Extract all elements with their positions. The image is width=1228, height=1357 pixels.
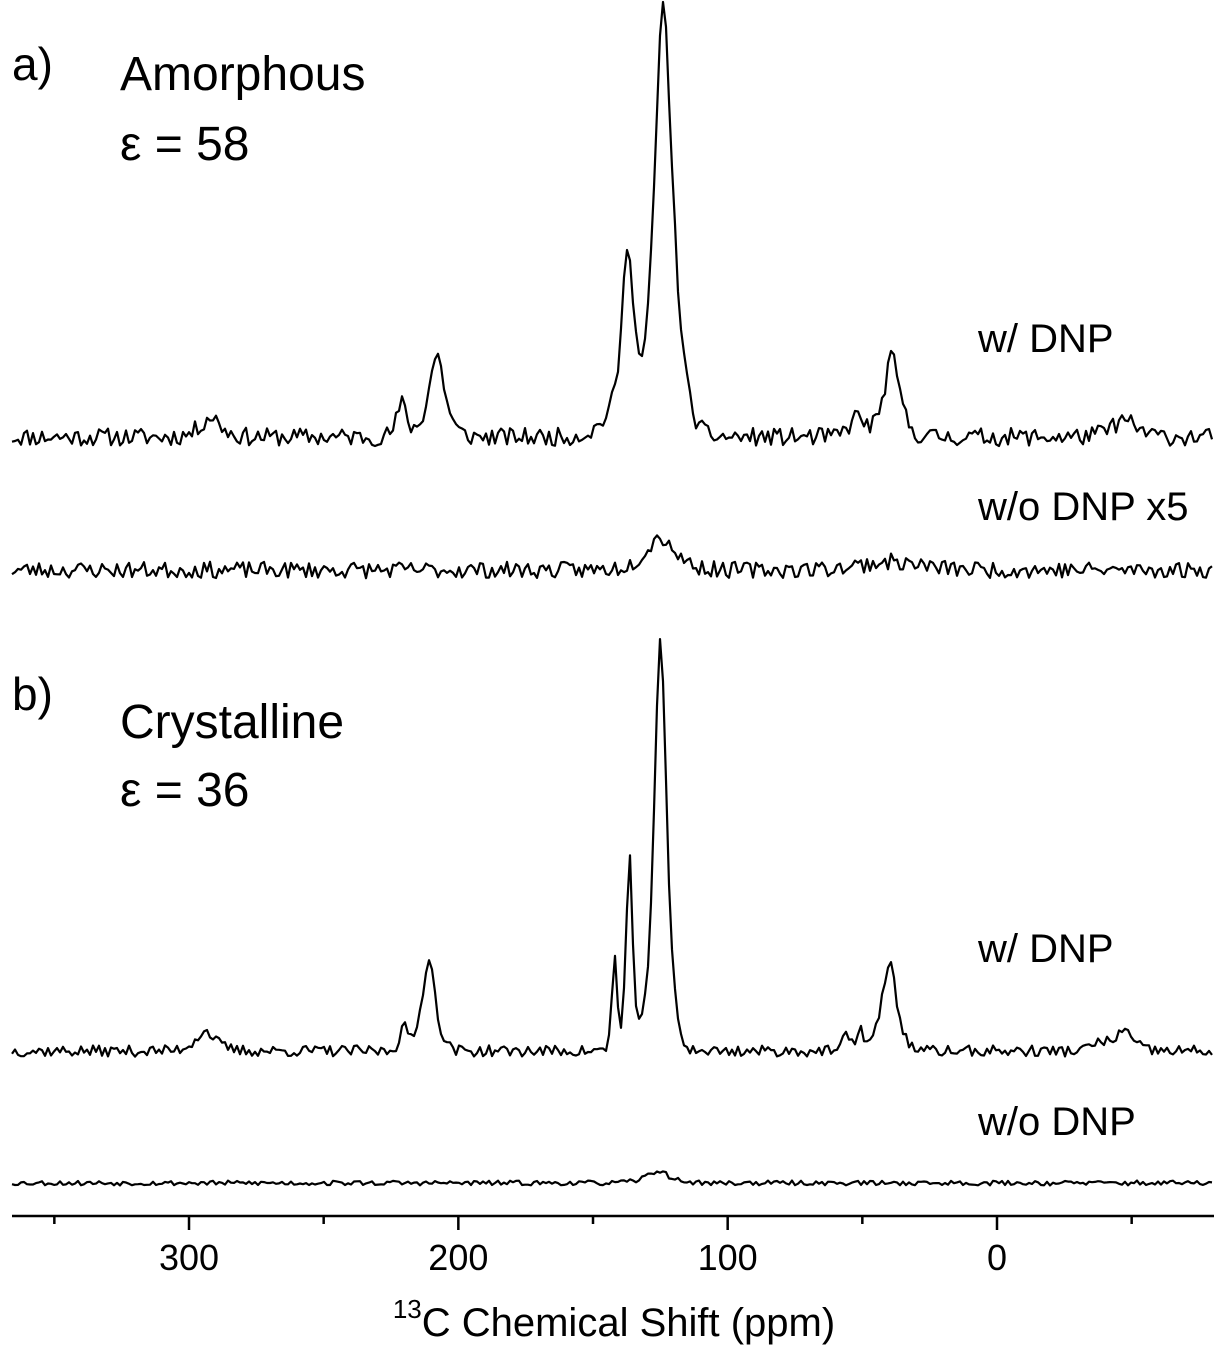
spectrum-crystalline-without-dnp: [11, 1170, 1213, 1187]
spectrum-amorphous-with-dnp: [11, 0, 1214, 448]
trace-label-a-nodnp: w/o DNP x5: [977, 485, 1188, 529]
panel-b-title: Crystalline: [120, 696, 344, 749]
trace-label-b-dnp: w/ DNP: [977, 927, 1114, 971]
trace-label-a-dnp: w/ DNP: [977, 317, 1114, 361]
trace-label-b-nodnp: w/o DNP: [977, 1100, 1136, 1144]
panel-b-epsilon: ε = 36: [120, 764, 250, 817]
x-tick-label: 100: [698, 1237, 758, 1278]
panel-a-title: Amorphous: [120, 48, 365, 101]
x-tick-label: 0: [987, 1237, 1007, 1278]
panel-a-epsilon: ε = 58: [120, 118, 250, 171]
x-axis-title: 13C Chemical Shift (ppm): [393, 1294, 835, 1345]
x-axis-title-superscript: 13: [393, 1294, 422, 1324]
x-tick-label: 300: [159, 1237, 219, 1278]
x-axis-ticks: 300 200 100 0: [53, 1216, 1133, 1278]
panel-b-letter: b): [12, 668, 53, 720]
spectrum-crystalline-with-dnp: [11, 638, 1213, 1058]
x-tick-label: 200: [428, 1237, 488, 1278]
x-axis-title-text: C Chemical Shift (ppm): [422, 1301, 835, 1345]
panel-a-letter: a): [12, 38, 53, 90]
spectrum-amorphous-without-dnp: [11, 534, 1213, 580]
